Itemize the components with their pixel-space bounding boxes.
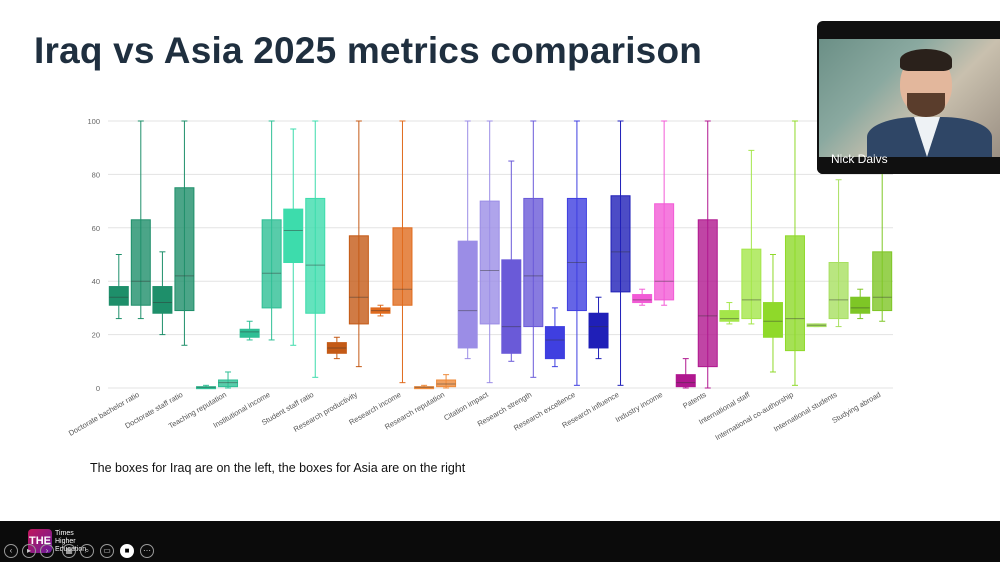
iraq-box	[457, 240, 478, 349]
iraq-box	[632, 294, 653, 304]
asia-box	[261, 219, 282, 309]
iraq-box	[108, 286, 129, 306]
asia-box	[610, 195, 631, 293]
asia-box	[130, 219, 151, 306]
asia-box	[174, 187, 195, 312]
webcam-name-strip	[817, 157, 1000, 174]
iraq-box	[806, 323, 827, 328]
asia-box	[741, 248, 762, 320]
comment-icon[interactable]: ▭	[100, 544, 114, 558]
play-icon[interactable]: ▸	[22, 544, 36, 558]
chart-caption: The boxes for Iraq are on the left, the …	[90, 461, 466, 475]
iraq-box	[370, 307, 391, 314]
x-tick-label: Studying abroad	[830, 390, 882, 425]
asia-box	[566, 197, 587, 312]
iraq-box	[152, 286, 173, 314]
x-tick-label: Industry income	[614, 390, 664, 424]
slide-title: Iraq vs Asia 2025 metrics comparison	[34, 30, 703, 71]
asia-box	[784, 235, 805, 352]
iraq-box	[196, 386, 217, 390]
asia-box	[654, 203, 675, 301]
iraq-box	[239, 328, 260, 338]
iraq-box	[762, 302, 783, 338]
asia-box	[392, 227, 413, 306]
more-icon[interactable]: ⋯	[140, 544, 154, 558]
x-tick-label: Patents	[681, 390, 708, 411]
asia-box	[348, 235, 369, 325]
grid-icon[interactable]: ▦	[62, 544, 76, 558]
asia-box	[305, 197, 326, 314]
prev-icon[interactable]: ‹	[4, 544, 18, 558]
webcam-video-overlay: Nick Daivs	[817, 21, 1000, 174]
camera-icon[interactable]: ■	[120, 544, 134, 558]
y-tick-label: 0	[96, 384, 100, 393]
zoom-icon[interactable]: ⌕	[80, 544, 94, 558]
asia-box	[872, 251, 893, 312]
iraq-box	[850, 296, 871, 314]
iraq-box	[326, 342, 347, 354]
asia-box	[828, 262, 849, 320]
y-tick-label: 80	[92, 170, 100, 179]
iraq-box	[544, 326, 565, 360]
asia-box	[436, 379, 457, 388]
asia-box	[218, 379, 239, 388]
y-tick-label: 40	[92, 277, 100, 286]
y-tick-label: 100	[87, 117, 100, 126]
asia-box	[523, 197, 544, 328]
iraq-box	[719, 310, 740, 322]
presenter-name: Nick Daivs	[831, 152, 888, 166]
x-tick-label: Doctorate bachelor ratio	[67, 390, 141, 438]
iraq-box	[501, 259, 522, 354]
asia-box	[697, 219, 718, 368]
presentation-toolbar	[0, 521, 1000, 562]
y-tick-label: 60	[92, 224, 100, 233]
brand-line: Times	[55, 530, 74, 537]
brand-line: Higher	[55, 538, 76, 545]
x-tick-label: International co-authorship	[714, 390, 795, 442]
y-tick-label: 20	[92, 331, 100, 340]
next-icon[interactable]: ›	[40, 544, 54, 558]
presenter-hair	[900, 49, 952, 71]
iraq-box	[283, 208, 304, 264]
iraq-box	[588, 312, 609, 349]
iraq-box	[675, 374, 696, 388]
asia-box	[479, 200, 500, 325]
presenter-beard	[907, 93, 945, 117]
iraq-box	[414, 386, 435, 390]
